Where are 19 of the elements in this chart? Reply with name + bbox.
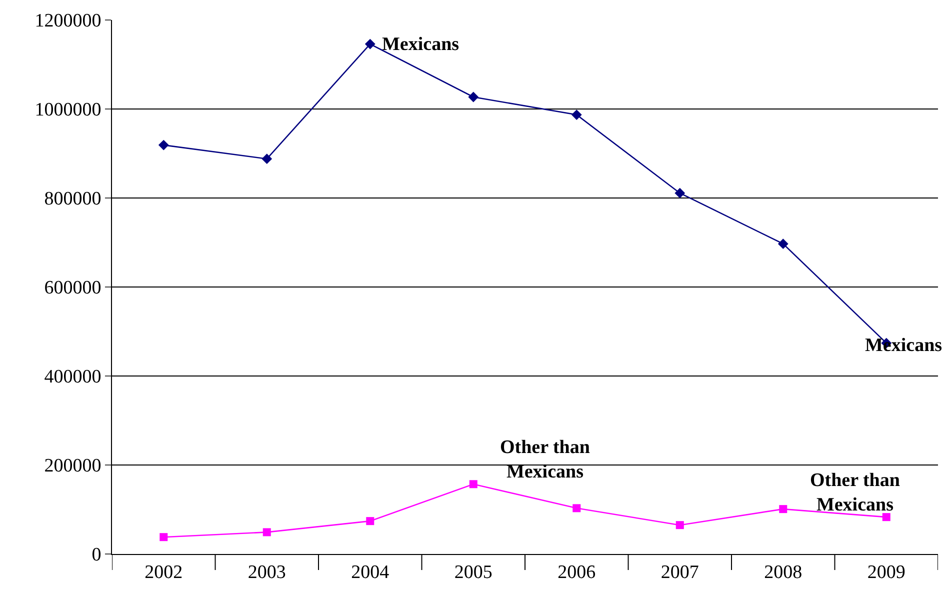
x-tick-label: 2002 <box>144 562 183 583</box>
annotation: Other than Mexicans <box>500 437 590 483</box>
y-tick-label: 1000000 <box>34 100 102 121</box>
x-tick-label: 2005 <box>454 562 492 583</box>
annotation: Other than Mexicans <box>810 470 900 516</box>
x-tick-label: 2003 <box>248 562 286 583</box>
y-tick-label: 800000 <box>44 188 102 210</box>
x-tick-label: 2004 <box>351 562 390 583</box>
y-tick-label: 200000 <box>44 456 102 477</box>
x-tick-label: 2007 <box>660 562 699 583</box>
y-tick-label: 1200000 <box>34 10 102 32</box>
y-tick-label: 600000 <box>44 278 102 299</box>
annotation: Mexicans <box>865 335 942 356</box>
x-tick-label: 2008 <box>764 562 802 583</box>
annotation: Mexicans <box>382 34 460 55</box>
y-tick-label: 400000 <box>44 366 102 388</box>
x-tick-label: 2009 <box>867 562 906 583</box>
y-tick-label: 0 <box>92 544 102 566</box>
x-tick-label: 2006 <box>558 562 596 583</box>
